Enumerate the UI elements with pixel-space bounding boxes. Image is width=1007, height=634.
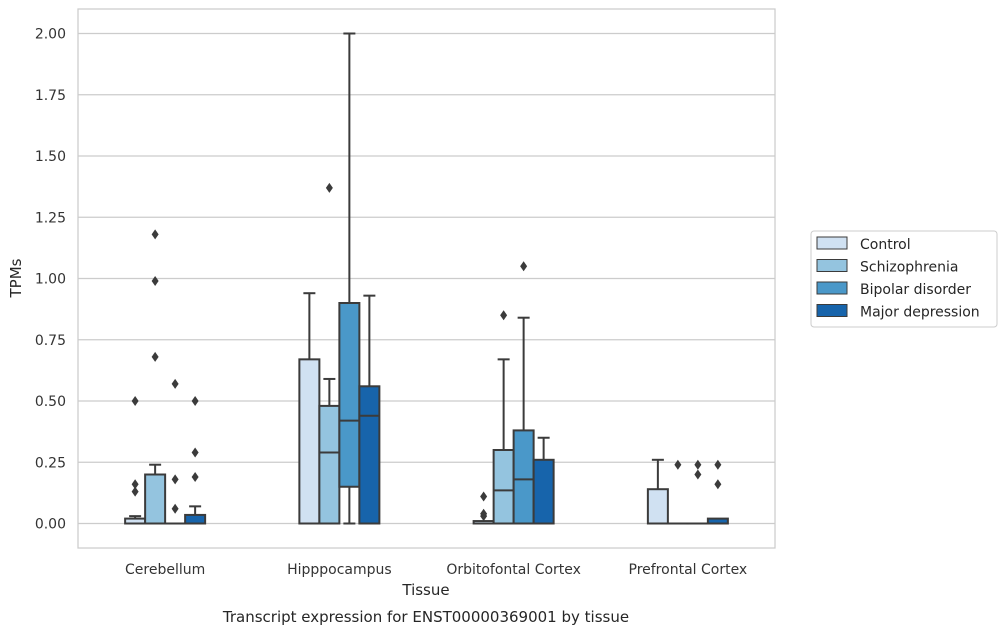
legend-label: Control: [860, 237, 911, 253]
x-tick-label: Prefrontal Cortex: [629, 562, 748, 578]
box: [532, 458, 555, 525]
legend-label: Schizophrenia: [860, 260, 958, 276]
legend: Control Schizophrenia Bipolar disorder Majo…: [810, 230, 998, 328]
y-tick-label: 1.75: [35, 88, 66, 104]
outlier-point: [131, 396, 139, 406]
outlier-point: [171, 474, 179, 485]
outlier-point: [151, 351, 159, 362]
outlier-point: [171, 378, 179, 389]
outlier-point: [191, 447, 199, 458]
box-group: [492, 310, 515, 525]
x-tick-label: Cerebellum: [125, 562, 205, 578]
box-group: [144, 229, 167, 525]
box: [298, 358, 321, 525]
outlier-point: [151, 229, 159, 240]
y-tick-label: 0.00: [35, 517, 66, 533]
chart-caption: Transcript expression for ENST0000036900…: [222, 608, 629, 626]
outlier-point: [520, 261, 528, 272]
legend-swatch: [816, 281, 848, 295]
box: [512, 429, 535, 525]
outlier-point: [171, 503, 179, 514]
legend-frame: [810, 230, 998, 328]
y-axis-title: TPMs: [7, 258, 25, 298]
box: [492, 449, 515, 525]
outlier-point: [131, 479, 139, 490]
box-group: [472, 491, 495, 525]
box: [318, 404, 341, 525]
x-axis-title: Tissue: [401, 581, 449, 599]
box-plot-marks: [124, 32, 729, 525]
box: [358, 385, 381, 525]
outlier-point: [674, 459, 682, 470]
box-group: [706, 459, 729, 525]
outlier-point: [714, 479, 722, 490]
outlier-point: [714, 459, 722, 470]
outlier-point: [480, 491, 488, 502]
outlier-point: [151, 275, 159, 286]
outlier-point: [694, 469, 702, 480]
outlier-point: [191, 396, 199, 406]
outlier-point: [325, 182, 333, 193]
y-tick-label: 1.25: [35, 210, 66, 226]
box-group: [686, 459, 709, 525]
box-group: [338, 32, 361, 525]
y-tick-label: 0.50: [35, 394, 66, 410]
x-tick-label: Orbitofontal Cortex: [446, 562, 581, 578]
outlier-point: [131, 486, 139, 497]
legend-swatch: [816, 236, 848, 250]
box: [646, 488, 669, 525]
y-axis-tick-labels: 0.00 0.25 0.50 0.75 1.00 1.25 1.50 1.75 2.00: [35, 27, 66, 533]
plot-area-frame: [77, 8, 776, 549]
legend-label: Bipolar disorder: [860, 282, 971, 298]
outlier-point: [191, 471, 199, 482]
y-tick-label: 1.50: [35, 149, 66, 165]
x-tick-label: Hipppocampus: [287, 562, 392, 578]
legend-swatch: [816, 304, 848, 317]
legend-label: Major depression: [860, 305, 980, 321]
outlier-point: [694, 459, 702, 470]
box-group: [512, 261, 535, 525]
legend-swatch: [816, 259, 848, 272]
box-group: [358, 294, 381, 525]
box-group: [646, 458, 669, 525]
y-tick-label: 0.75: [35, 333, 66, 349]
box-group: [532, 436, 555, 525]
outlier-point: [500, 310, 508, 321]
box: [184, 513, 207, 525]
y-tick-label: 0.25: [35, 455, 66, 471]
x-axis-tick-labels: Cerebellum Hipppocampus Orbitofontal Corte…: [125, 562, 747, 578]
box: [144, 473, 167, 525]
box-group: [124, 396, 147, 525]
outlier-point: [480, 511, 488, 522]
y-tick-label: 1.00: [35, 272, 66, 288]
y-tick-label: 2.00: [35, 27, 66, 43]
box: [338, 302, 361, 488]
box-group: [184, 396, 207, 525]
